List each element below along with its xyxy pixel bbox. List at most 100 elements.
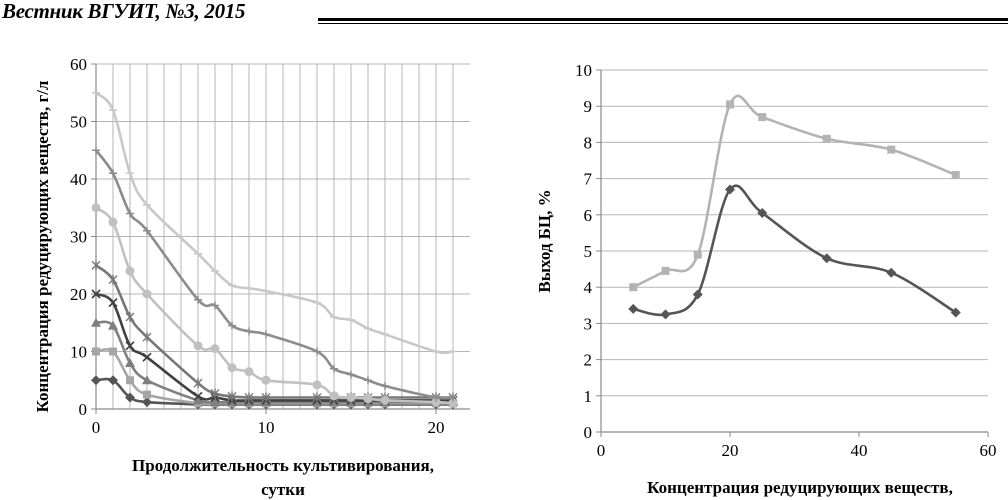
chart1-series-6-point xyxy=(313,347,321,356)
chart1-series-5-point xyxy=(346,393,356,402)
chart1-series-1-point xyxy=(126,376,134,385)
chart1-series-3-point xyxy=(108,298,118,308)
chart2-series-0-point xyxy=(660,309,671,320)
chart1-series-5-point xyxy=(210,344,220,354)
chart1-series-4-point xyxy=(210,388,220,399)
chart1-series-4-point xyxy=(91,260,101,271)
chart1-series-5-point xyxy=(261,375,271,385)
chart1-series-5-point xyxy=(380,395,390,405)
chart1-series-5-line xyxy=(95,206,454,405)
chart1-series-2-point xyxy=(108,320,118,330)
chart1-series-0-point xyxy=(91,375,101,386)
chart2-y-tick-label: 3 xyxy=(584,314,593,333)
chart1-y-tick-label: 40 xyxy=(70,170,87,189)
chart1-series-4-line xyxy=(95,264,453,399)
chart2-x-tick-label: 0 xyxy=(597,441,606,460)
chart2-series-1-point xyxy=(758,113,767,122)
chart2-y-tick-label: 1 xyxy=(584,387,593,406)
chart2-series-0-point xyxy=(821,253,832,264)
chart1-series-5-point xyxy=(329,391,339,401)
chart1-series-7-line xyxy=(95,91,454,355)
chart1-series-5-point xyxy=(91,203,101,213)
chart1-series-6-point xyxy=(432,393,440,402)
chart2-y-tick-label: 9 xyxy=(584,97,593,116)
chart1-series-3-point xyxy=(125,341,135,351)
chart1-series-6-point xyxy=(347,370,355,379)
chart1-series-2-point xyxy=(142,375,152,385)
chart1-series-6-point xyxy=(228,321,236,330)
chart2-series-1-point xyxy=(661,266,670,275)
chart1-series-5-point xyxy=(312,380,322,390)
chart1-series-6-point xyxy=(245,327,253,336)
chart1-series-2-line xyxy=(95,320,453,404)
chart1-series-6-point xyxy=(262,330,270,339)
chart1-series-3-point xyxy=(142,352,152,362)
chart1-series-4-point xyxy=(193,378,203,389)
chart1-y-tick-label: 30 xyxy=(70,228,87,247)
chart1-series-4-point xyxy=(244,392,254,403)
chart1-series-5-point xyxy=(193,341,203,351)
chart1-series-6-point xyxy=(126,209,134,218)
header-rule-thick xyxy=(318,18,1008,21)
chart2-y-tick-label: 0 xyxy=(584,423,593,442)
chart2-series-0-point xyxy=(757,207,768,218)
chart1-series-6-point xyxy=(194,295,202,304)
chart1-series-2-point xyxy=(91,317,101,327)
chart1-series-5-point xyxy=(363,394,373,404)
chart1-series-2-point xyxy=(193,395,203,405)
chart2-series-1-line xyxy=(632,94,957,289)
chart2-y-tick-label: 6 xyxy=(584,206,593,225)
chart1-series-4-point xyxy=(227,391,237,402)
chart1-series-6-point xyxy=(92,146,100,155)
chart1-x-tick-label: 10 xyxy=(258,418,275,437)
chart1-x-tick-label: 20 xyxy=(428,418,445,437)
chart1-series-0-point xyxy=(108,375,118,386)
chart2-y-tick-label: 10 xyxy=(575,61,592,80)
chart-yield-vs-concentration: 0 1 2 3 4 5 6 7 8 9 10 0 20 40 60 Выход БЦ, % Концентрац… xyxy=(535,61,997,497)
chart2-x-tick-label: 20 xyxy=(722,441,739,460)
journal-title: Вестник ВГУИТ, №3, 2015 xyxy=(2,0,246,23)
header-rule-thin xyxy=(318,23,1008,24)
chart1-series-0-point xyxy=(125,392,135,403)
chart2-series-0-point xyxy=(692,289,703,300)
chart2-series-1-point xyxy=(887,145,896,154)
chart1-series-0-point xyxy=(142,397,152,408)
chart-concentration-vs-time: 0 10 20 30 40 50 60 0 10 20 Концентрация редуцирую… xyxy=(33,55,470,499)
chart1-series-5-point xyxy=(108,217,118,227)
chart1-y-tick-label: 50 xyxy=(70,113,87,132)
chart1-y-tick-label: 0 xyxy=(79,400,88,419)
chart1-series-4-point xyxy=(312,392,322,403)
chart1-series-4-point xyxy=(125,312,135,322)
chart1-x-tick-label: 0 xyxy=(92,418,101,437)
chart1-series-6-point xyxy=(364,376,372,385)
chart1-series-5-point xyxy=(431,397,441,407)
chart2-series-0-point xyxy=(950,307,961,318)
chart2-y-tick-label: 4 xyxy=(584,278,593,297)
chart1-series-1-point xyxy=(143,390,151,399)
chart1-series-6-point xyxy=(143,226,151,235)
chart1-x-axis-title-line: сутки xyxy=(261,480,305,499)
chart1-series-6-point xyxy=(381,382,389,390)
chart1-series-4-point xyxy=(142,332,152,343)
chart1-series-2-point xyxy=(125,358,135,367)
chart1-y-tick-label: 60 xyxy=(70,55,87,74)
chart2-series-1-point xyxy=(822,134,831,143)
chart1-series-5-point xyxy=(125,266,135,276)
chart2-series-0-point xyxy=(725,184,735,195)
chart1-series-5-point xyxy=(142,289,152,299)
chart2-series-1-point xyxy=(726,100,734,109)
chart1-x-axis-title-line: Продолжительность культивирования, xyxy=(132,456,434,475)
chart2-series-1-point xyxy=(629,283,638,292)
chart2-series-0-point xyxy=(886,267,897,278)
chart1-series-5-point xyxy=(227,363,237,373)
chart1-series-6-point xyxy=(109,169,117,178)
chart1-series-5-point xyxy=(448,398,458,408)
chart2-y-axis-title: Выход БЦ, % xyxy=(535,189,554,292)
chart1-series-5-point xyxy=(244,367,254,377)
chart1-y-tick-label: 20 xyxy=(70,285,87,304)
chart2-series-0-line xyxy=(633,184,957,317)
chart2-series-1-point xyxy=(693,250,702,259)
chart1-series-6-point xyxy=(449,393,457,402)
chart1-series-1-point xyxy=(109,347,117,356)
chart1-series-2-point xyxy=(210,397,220,407)
